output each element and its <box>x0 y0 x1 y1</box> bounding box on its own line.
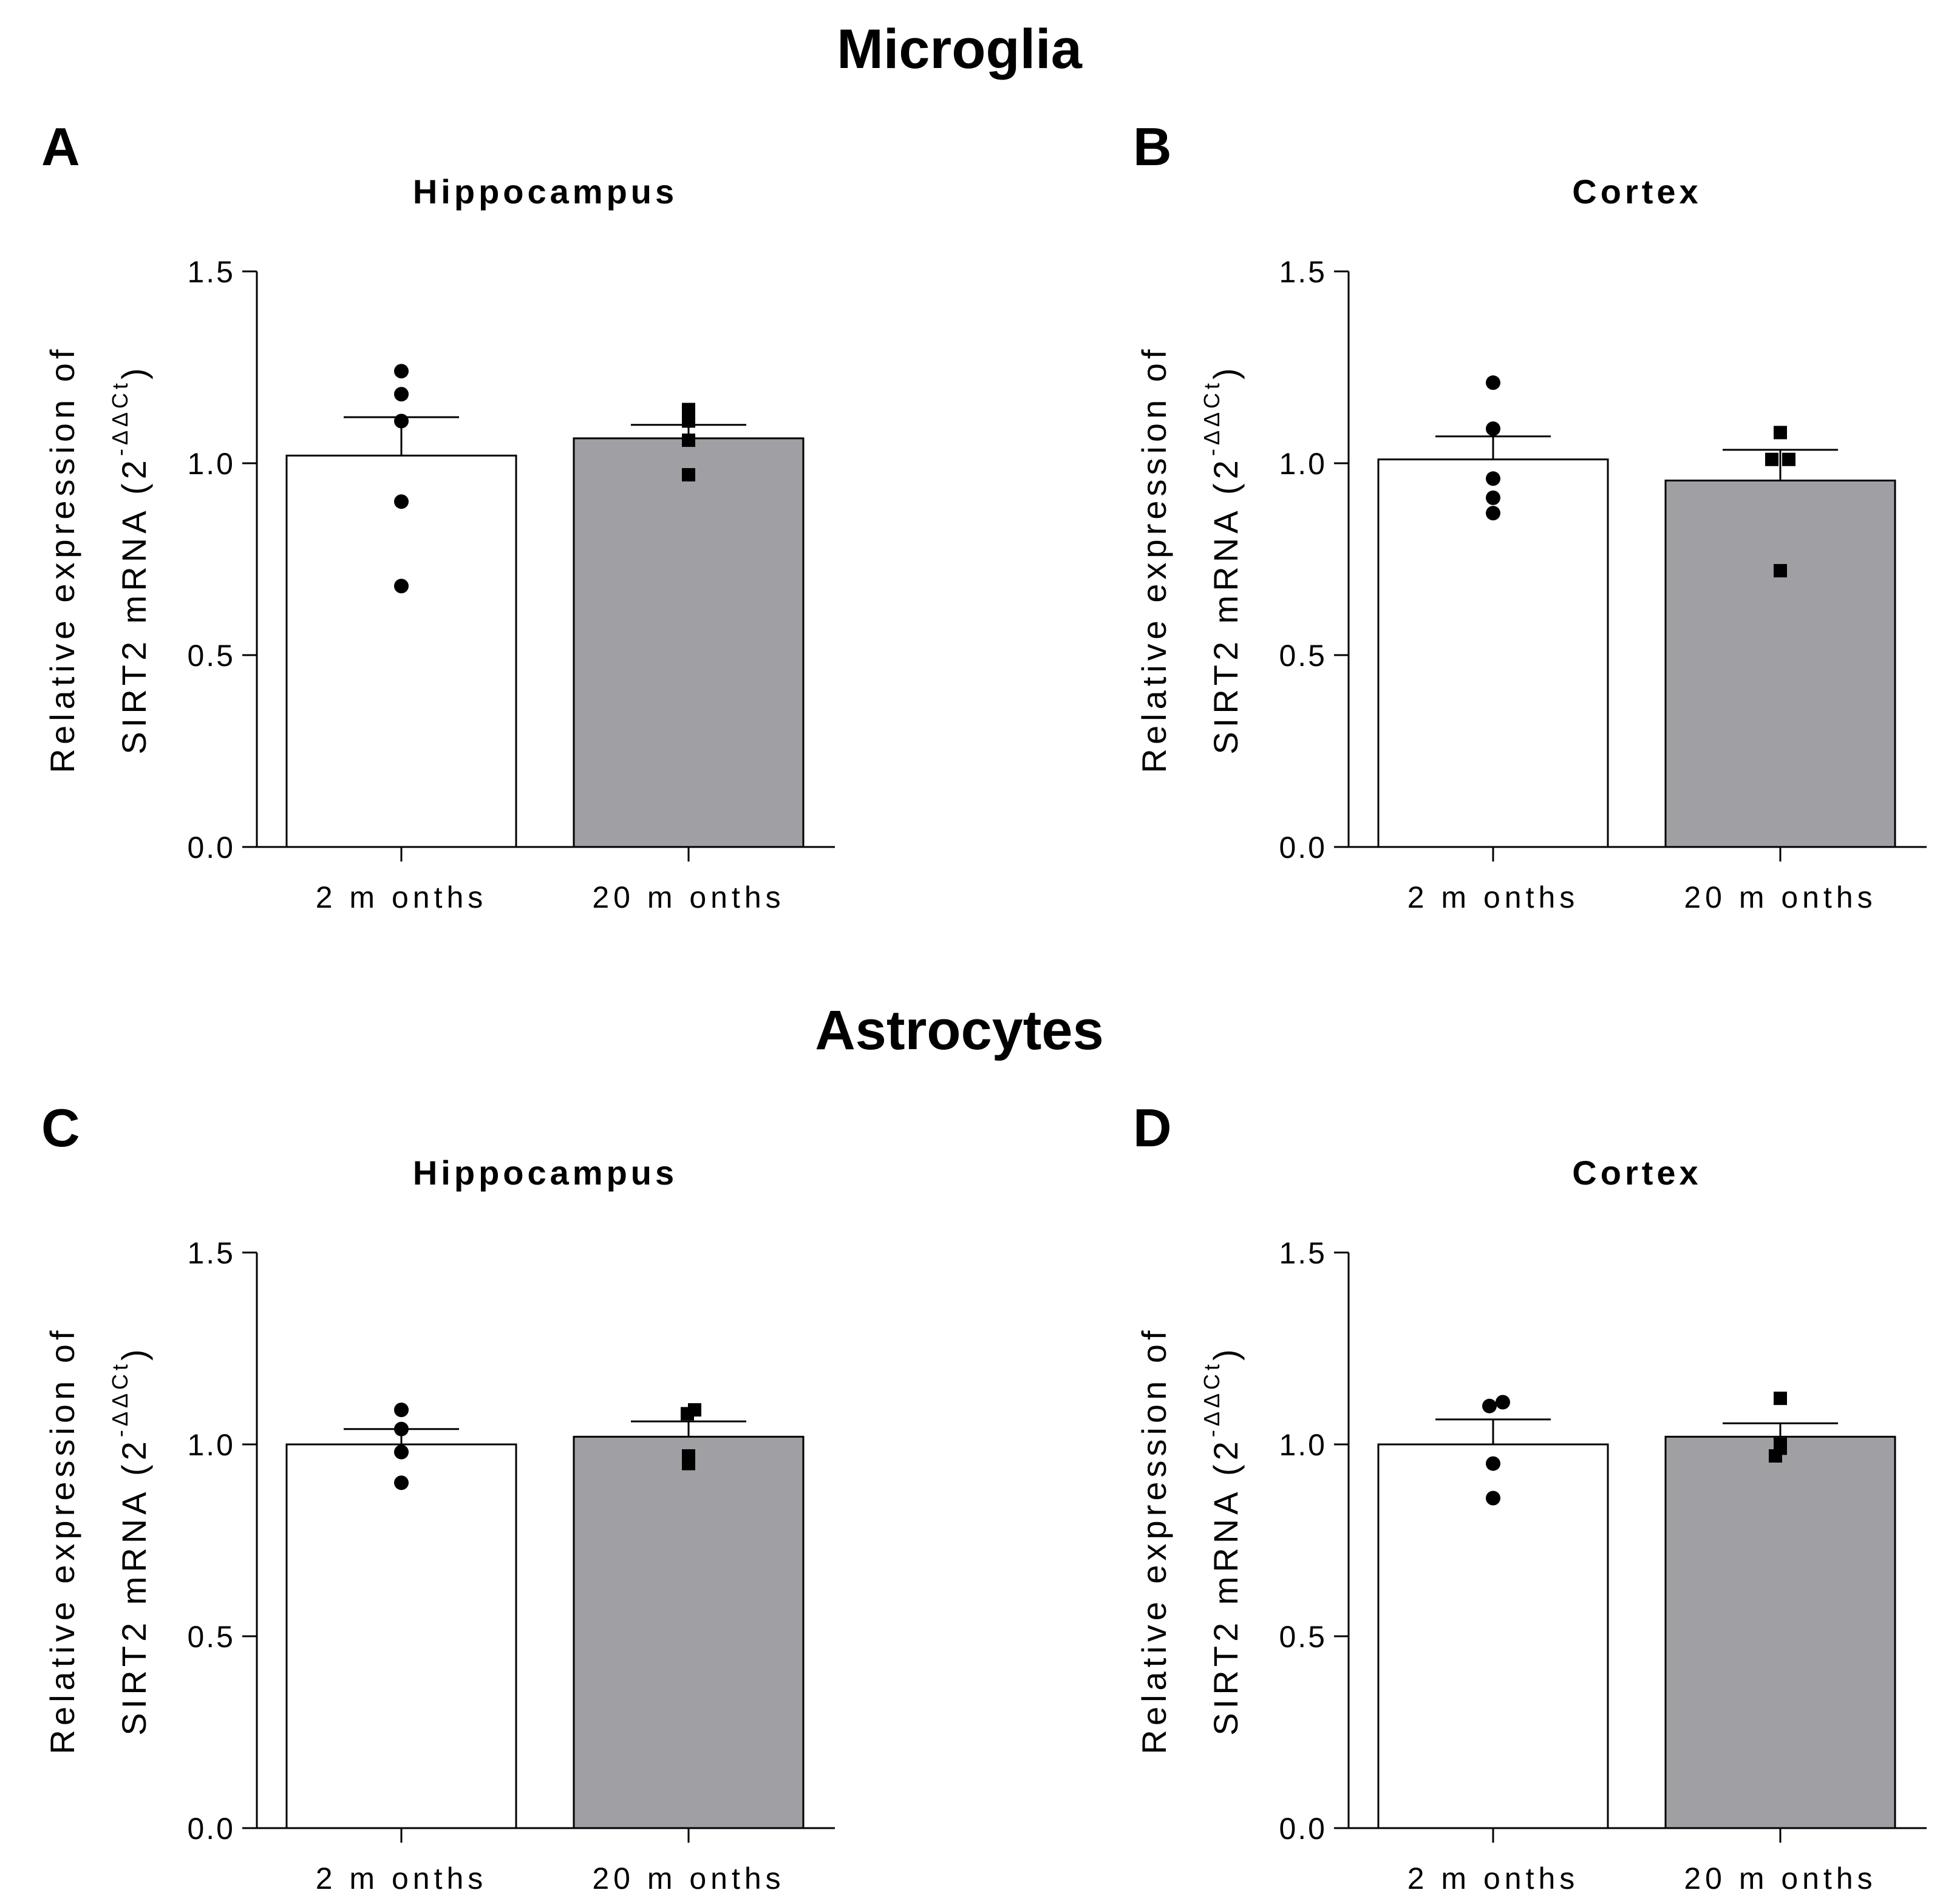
y-tick-label: 0.0 <box>187 1812 235 1846</box>
panel-letter: D <box>1133 1098 1172 1158</box>
data-point-circle <box>1486 506 1500 521</box>
y-axis-label-prefix: SIRT2 mRNA (2 <box>1207 456 1245 754</box>
data-point-square <box>682 403 695 416</box>
y-axis-label-suffix: ) <box>115 1345 153 1361</box>
data-point-circle <box>1496 1395 1510 1410</box>
data-point-square <box>1774 1392 1787 1406</box>
y-tick-label: 1.5 <box>187 1236 235 1270</box>
bar-2-months <box>1377 1443 1609 1829</box>
panel-title: Cortex <box>1572 1154 1701 1192</box>
panel-c: C Hippocampus Relative expression of SIRT2 … <box>41 1098 835 1895</box>
data-point-circle <box>1486 471 1500 486</box>
data-point-square <box>682 433 695 447</box>
y-tick-label: 0.5 <box>187 1620 235 1654</box>
y-axis-label-line1: Relative expression of <box>1135 345 1173 773</box>
y-axis-label-suffix: ) <box>115 364 153 379</box>
y-tick-label: 0.5 <box>1279 639 1327 673</box>
y-tick-label: 0.5 <box>1279 1620 1327 1654</box>
y-axis-label-line2: SIRT2 mRNA (2-ΔΔCt) <box>1199 364 1245 754</box>
panel-letter: C <box>41 1098 80 1158</box>
y-tick-label: 1.0 <box>1279 447 1327 481</box>
data-point-circle <box>394 1421 409 1436</box>
data-point-square <box>1769 1449 1782 1463</box>
data-point-circle <box>394 1444 409 1460</box>
panel-title: Hippocampus <box>413 1154 678 1192</box>
x-category-label: 20 m onths <box>1684 880 1876 914</box>
bar-2-months <box>285 454 517 848</box>
data-point-circle <box>394 387 409 402</box>
data-point-square <box>1765 452 1778 466</box>
data-point-square <box>682 467 695 481</box>
y-tick-label: 0.0 <box>1279 831 1327 865</box>
y-axis-label-prefix: SIRT2 mRNA (2 <box>115 456 153 754</box>
data-point-circle <box>1482 1398 1497 1413</box>
y-axis-label-prefix: SIRT2 mRNA (2 <box>1207 1437 1245 1735</box>
x-category-label: 2 m onths <box>1407 880 1579 914</box>
data-point-circle <box>1486 1491 1500 1506</box>
y-axis-label-line1: Relative expression of <box>43 1327 81 1755</box>
y-axis-label-suffix: ) <box>1207 1345 1245 1361</box>
y-tick-label: 1.5 <box>187 255 235 289</box>
data-point-square <box>1774 426 1787 440</box>
y-tick-label: 0.0 <box>187 831 235 865</box>
y-tick-label: 0.5 <box>187 639 235 673</box>
data-point-circle <box>1486 490 1500 505</box>
y-tick-label: 1.0 <box>1279 1428 1327 1462</box>
y-axis-label-line2: SIRT2 mRNA (2-ΔΔCt) <box>107 364 153 754</box>
panel-a: A Hippocampus Relative expression of SIRT2 … <box>41 117 835 914</box>
section-title-astrocytes: Astrocytes <box>815 999 1104 1061</box>
data-point-square <box>1782 452 1795 466</box>
data-point-circle <box>394 1475 409 1491</box>
y-tick-label: 1.0 <box>187 1428 235 1462</box>
data-point-circle <box>394 413 409 429</box>
x-category-label: 20 m onths <box>592 1861 785 1895</box>
bar-2-months <box>1377 458 1609 848</box>
x-category-label: 20 m onths <box>1684 1861 1876 1895</box>
y-axis-label-superscript: -ΔΔCt <box>1199 379 1224 456</box>
section-title-microglia: Microglia <box>837 18 1083 80</box>
bar-20-months <box>1664 1435 1896 1829</box>
bar-20-months <box>573 437 805 848</box>
x-category-label: 2 m onths <box>1407 1861 1579 1895</box>
y-tick-label: 0.0 <box>1279 1812 1327 1846</box>
bar-2-months <box>285 1443 517 1829</box>
data-point-square <box>682 414 695 428</box>
data-point-circle <box>394 494 409 509</box>
y-axis-label-line1: Relative expression of <box>43 345 81 773</box>
bar-20-months <box>573 1435 805 1829</box>
data-point-square <box>681 1407 694 1421</box>
panel-d: D Cortex Relative expression of SIRT2 mRNA … <box>1133 1098 1927 1895</box>
data-point-square <box>1774 563 1787 577</box>
data-point-circle <box>394 1402 409 1418</box>
y-axis-label-superscript: -ΔΔCt <box>107 379 132 456</box>
y-tick-label: 1.5 <box>1279 1236 1327 1270</box>
data-point-circle <box>1486 1456 1500 1471</box>
x-category-label: 2 m onths <box>316 880 488 914</box>
y-tick-label: 1.5 <box>1279 255 1327 289</box>
panel-title: Hippocampus <box>413 172 678 211</box>
panel-b: B Cortex Relative expression of SIRT2 mRNA … <box>1133 117 1927 914</box>
data-point-circle <box>1486 421 1500 437</box>
y-axis-label-superscript: -ΔΔCt <box>107 1361 132 1437</box>
y-axis-label-line2: SIRT2 mRNA (2-ΔΔCt) <box>107 1345 153 1735</box>
y-axis-label-superscript: -ΔΔCt <box>1199 1361 1224 1437</box>
y-axis-label-suffix: ) <box>1207 364 1245 379</box>
chart-panels: A Hippocampus Relative expression of SIRT2 … <box>41 117 1927 1895</box>
y-axis-label-line2: SIRT2 mRNA (2-ΔΔCt) <box>1199 1345 1245 1735</box>
x-category-label: 20 m onths <box>592 880 785 914</box>
y-tick-label: 1.0 <box>187 447 235 481</box>
panel-letter: B <box>1133 117 1172 177</box>
y-axis-label-line1: Relative expression of <box>1135 1327 1173 1755</box>
x-category-label: 2 m onths <box>316 1861 488 1895</box>
panel-title: Cortex <box>1572 172 1701 211</box>
data-point-circle <box>394 579 409 594</box>
data-point-circle <box>394 364 409 379</box>
data-point-square <box>682 1457 695 1470</box>
panel-letter: A <box>41 117 80 177</box>
data-point-circle <box>1486 375 1500 390</box>
bar-20-months <box>1664 479 1896 848</box>
y-axis-label-prefix: SIRT2 mRNA (2 <box>115 1437 153 1735</box>
